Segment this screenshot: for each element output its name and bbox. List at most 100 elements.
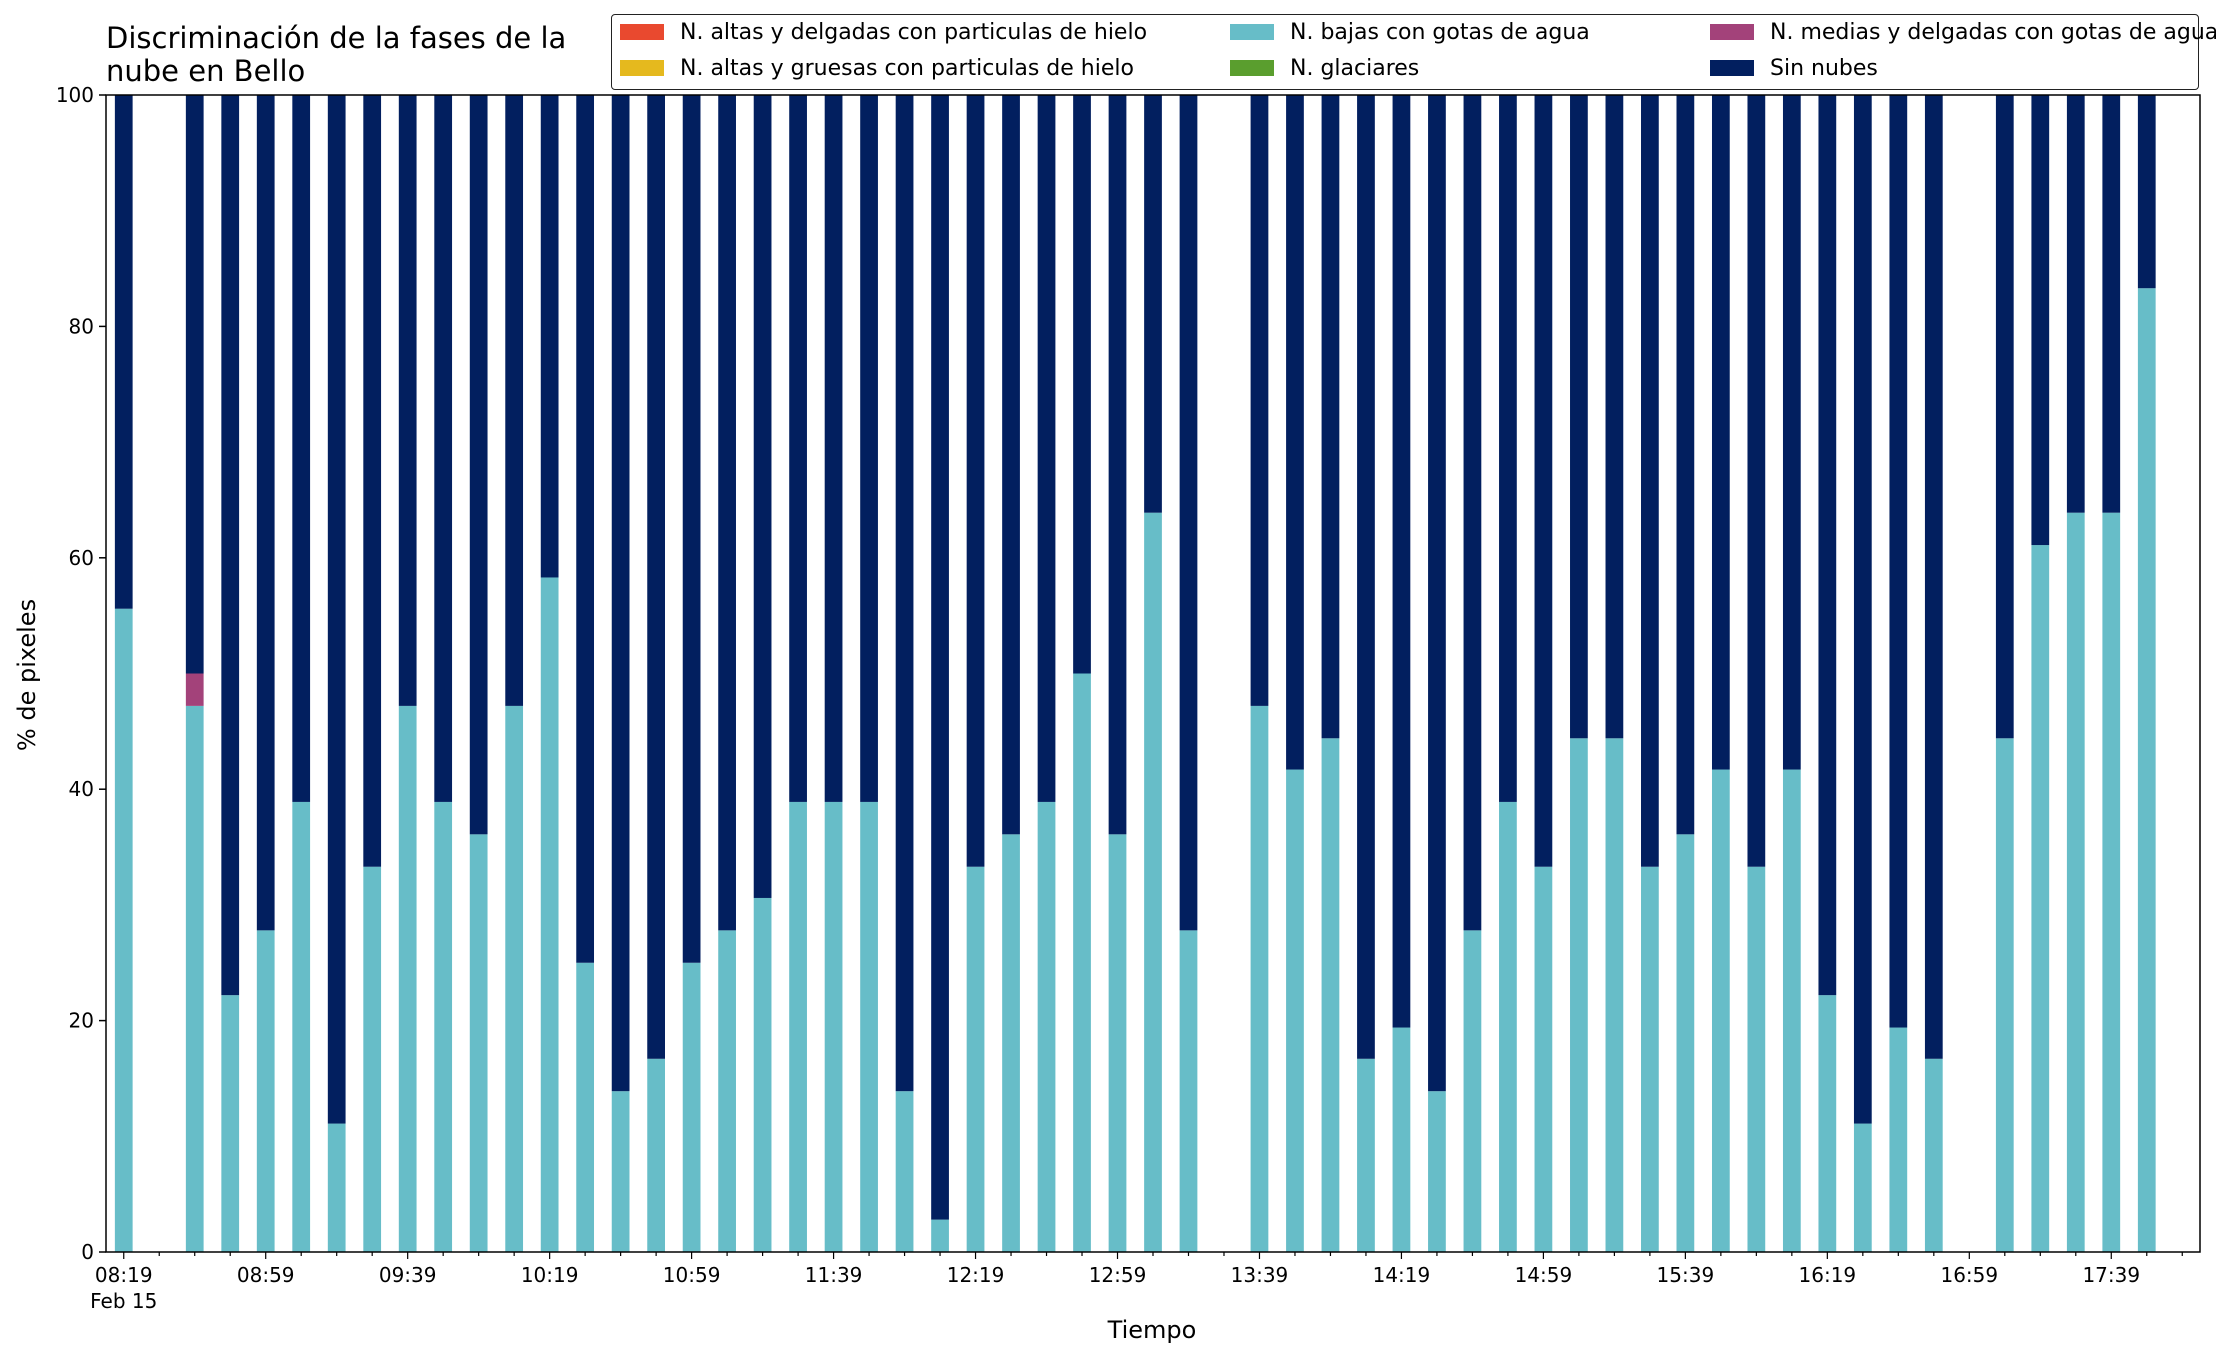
bar-bajas-20 bbox=[824, 801, 843, 1252]
bar-sin-49 bbox=[1853, 95, 1872, 1124]
bar-bajas-19 bbox=[789, 801, 807, 1252]
x-tick-label-16: 10:59 bbox=[663, 1263, 721, 1287]
bar-sin-0 bbox=[114, 95, 133, 609]
bar-sin-24 bbox=[966, 95, 985, 867]
bar-bajas-49 bbox=[1853, 1123, 1872, 1252]
x-axis-label: Tiempo bbox=[1107, 1316, 1197, 1344]
bar-bajas-4 bbox=[256, 930, 275, 1252]
bar-bajas-24 bbox=[966, 866, 985, 1252]
bar-sin-23 bbox=[931, 95, 949, 1220]
bar-sin-6 bbox=[327, 95, 346, 1124]
bar-sin-4 bbox=[256, 95, 275, 931]
x-tick-label-24: 12:19 bbox=[947, 1263, 1005, 1287]
bar-sin-2 bbox=[185, 95, 204, 674]
bar-bajas-46 bbox=[1747, 866, 1766, 1252]
y-tick-label-100: 100 bbox=[56, 83, 94, 107]
bar-bajas-32 bbox=[1250, 705, 1269, 1252]
chart-title-line-2: nube en Bello bbox=[106, 54, 306, 88]
bar-sin-5 bbox=[292, 95, 311, 802]
bar-sin-32 bbox=[1250, 95, 1269, 706]
legend-swatch-4 bbox=[1710, 24, 1754, 40]
y-tick-label-20: 20 bbox=[69, 1009, 94, 1033]
bar-bajas-21 bbox=[860, 801, 878, 1252]
bar-bajas-25 bbox=[1002, 834, 1020, 1252]
bar-bajas-47 bbox=[1782, 769, 1801, 1252]
bar-medias-2 bbox=[185, 673, 204, 706]
bar-bajas-6 bbox=[327, 1123, 346, 1252]
bar-sin-45 bbox=[1711, 95, 1730, 770]
bar-sin-44 bbox=[1676, 95, 1695, 835]
bar-sin-57 bbox=[2137, 95, 2156, 289]
bar-bajas-41 bbox=[1570, 738, 1588, 1252]
x-tick-label-40: 14:59 bbox=[1515, 1263, 1573, 1287]
bar-bajas-27 bbox=[1073, 673, 1091, 1252]
bar-sin-26 bbox=[1037, 95, 1056, 802]
bar-bajas-39 bbox=[1499, 801, 1517, 1252]
y-axis: 0 20 40 60 80 100 bbox=[56, 83, 106, 1264]
bar-sin-12 bbox=[540, 95, 559, 578]
bar-sin-8 bbox=[398, 95, 417, 706]
bar-sin-42 bbox=[1605, 95, 1624, 739]
bar-sin-35 bbox=[1357, 95, 1375, 1059]
bar-bajas-10 bbox=[469, 834, 488, 1252]
legend-item-1: N. altas y gruesas con particulas de hie… bbox=[620, 53, 1134, 83]
bar-sin-39 bbox=[1499, 95, 1517, 802]
bar-bajas-22 bbox=[895, 1091, 914, 1252]
bar-sin-25 bbox=[1002, 95, 1020, 835]
bar-bajas-45 bbox=[1711, 769, 1730, 1252]
bar-sin-20 bbox=[824, 95, 843, 802]
bar-bajas-44 bbox=[1676, 834, 1695, 1252]
bar-sin-50 bbox=[1889, 95, 1908, 1028]
bar-sin-55 bbox=[2066, 95, 2085, 513]
bar-sin-13 bbox=[576, 95, 595, 963]
x-tick-label-56: 17:39 bbox=[2082, 1263, 2140, 1287]
bar-sin-16 bbox=[682, 95, 701, 963]
x-tick-label-44: 15:39 bbox=[1657, 1263, 1715, 1287]
bar-sin-3 bbox=[221, 95, 240, 996]
bar-bajas-33 bbox=[1286, 769, 1304, 1252]
bar-sin-28 bbox=[1108, 95, 1127, 835]
legend-swatch-1 bbox=[620, 60, 664, 76]
x-tick-label-8: 09:39 bbox=[379, 1263, 437, 1287]
bar-bajas-8 bbox=[398, 705, 417, 1252]
bar-bajas-23 bbox=[931, 1219, 949, 1252]
bar-bajas-36 bbox=[1392, 1027, 1411, 1252]
bar-bajas-5 bbox=[292, 801, 311, 1252]
bar-bajas-56 bbox=[2102, 512, 2121, 1252]
bar-bajas-35 bbox=[1357, 1058, 1375, 1252]
y-axis-label: % de pixeles bbox=[13, 599, 41, 751]
legend-label-0: N. altas y delgadas con particulas de hi… bbox=[680, 19, 1148, 45]
bar-bajas-57 bbox=[2137, 288, 2156, 1253]
x-tick-label-36: 14:19 bbox=[1373, 1263, 1431, 1287]
bar-bajas-50 bbox=[1889, 1027, 1908, 1252]
legend: N. altas y delgadas con particulas de hi… bbox=[611, 14, 2216, 90]
bar-bajas-2 bbox=[185, 705, 204, 1252]
y-tick-label-40: 40 bbox=[69, 777, 94, 801]
bar-sin-14 bbox=[611, 95, 630, 1092]
bar-bajas-48 bbox=[1818, 995, 1837, 1252]
bar-bajas-29 bbox=[1144, 512, 1162, 1252]
x-tick-label-12: 10:19 bbox=[521, 1263, 579, 1287]
bar-sin-47 bbox=[1782, 95, 1801, 770]
bar-bajas-15 bbox=[647, 1058, 665, 1252]
bar-sin-46 bbox=[1747, 95, 1766, 867]
legend-item-3: N. glaciares bbox=[1230, 53, 1419, 83]
bar-sin-48 bbox=[1818, 95, 1837, 996]
legend-label-2: N. bajas con gotas de agua bbox=[1290, 19, 1590, 45]
x-tick-label-52: 16:59 bbox=[1940, 1263, 1998, 1287]
bar-sin-43 bbox=[1641, 95, 1659, 867]
bar-sin-22 bbox=[895, 95, 914, 1092]
bar-sin-51 bbox=[1924, 95, 1943, 1059]
legend-item-0: N. altas y delgadas con particulas de hi… bbox=[620, 17, 1147, 47]
bar-sin-21 bbox=[860, 95, 878, 802]
chart-title: Discriminación de la fases de la nube en… bbox=[106, 22, 566, 88]
x-tick-label-32: 13:39 bbox=[1231, 1263, 1289, 1287]
x-tick-label-4: 08:59 bbox=[237, 1263, 295, 1287]
bar-sin-18 bbox=[753, 95, 772, 898]
bar-sin-29 bbox=[1144, 95, 1162, 513]
bar-sin-9 bbox=[434, 95, 453, 802]
bar-bajas-55 bbox=[2066, 512, 2085, 1252]
bar-bajas-37 bbox=[1428, 1091, 1446, 1252]
legend-item-5: Sin nubes bbox=[1710, 53, 1878, 83]
